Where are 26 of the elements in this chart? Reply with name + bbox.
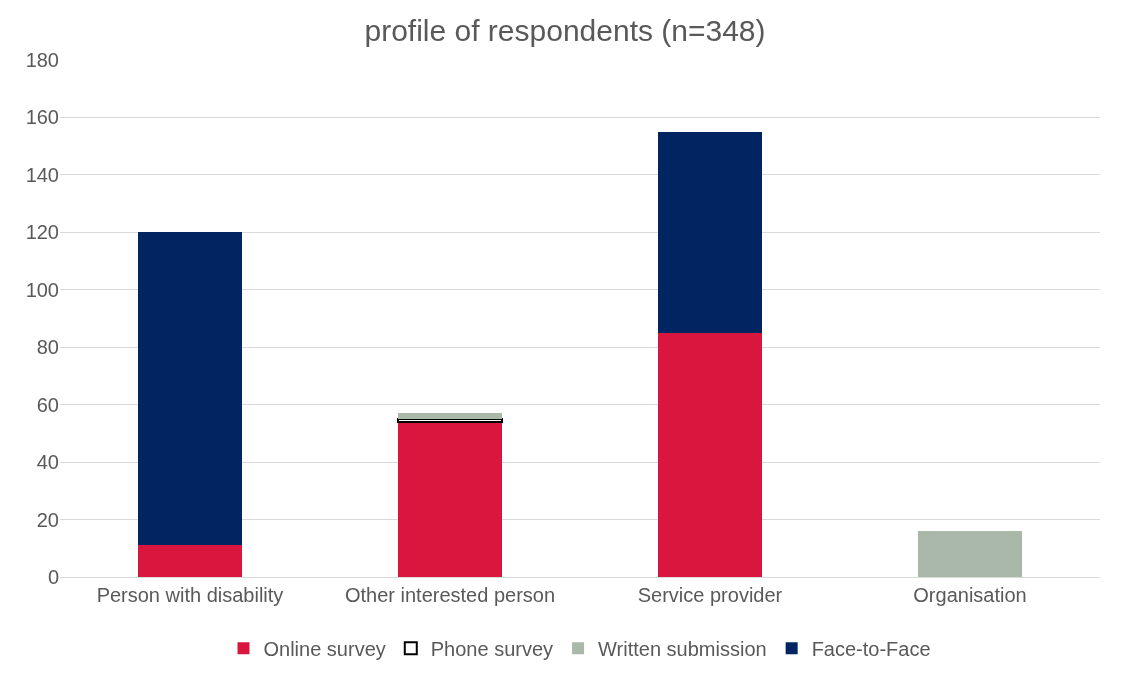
bar — [918, 531, 1022, 577]
legend-label: Written submission — [598, 638, 767, 660]
bar — [658, 332, 762, 577]
y-tick-label: 120 — [25, 221, 59, 244]
y-tick-label: 0 — [47, 566, 59, 588]
legend-label: Online survey — [263, 638, 386, 660]
y-tick-label: 140 — [25, 163, 59, 186]
legend-label: Phone survey — [430, 638, 554, 660]
y-tick-label: 80 — [36, 336, 59, 359]
y-tick-label: 180 — [25, 49, 59, 71]
bar — [398, 413, 502, 420]
bar — [138, 545, 242, 577]
x-tick-label: Organisation — [913, 584, 1027, 606]
x-tick-label: Person with disability — [96, 584, 284, 606]
bar — [658, 131, 762, 333]
y-tick-label: 160 — [25, 106, 59, 129]
x-tick-label: Service provider — [637, 584, 783, 606]
y-tick-label: 100 — [25, 278, 59, 301]
bar — [138, 232, 242, 546]
y-tick-label: 20 — [36, 508, 59, 531]
y-tick-label: 60 — [36, 393, 59, 416]
legend-label: Face-to-Face — [811, 638, 931, 660]
bar — [398, 421, 502, 577]
chart-title: profile of respondents (n=348) — [364, 14, 766, 48]
y-tick-label: 40 — [36, 451, 59, 474]
x-tick-label: Other interested person — [344, 584, 556, 606]
